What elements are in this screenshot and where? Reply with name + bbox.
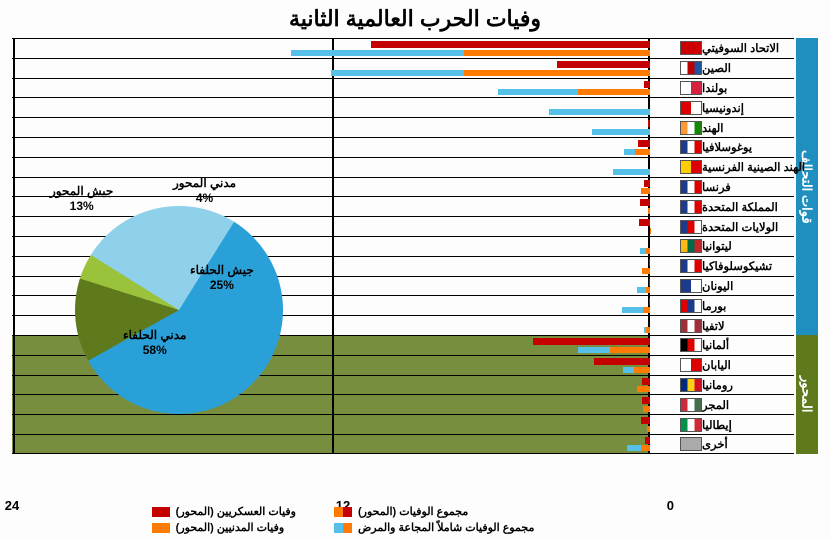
data-row: الاتحاد السوفيتي [12,38,794,58]
row-label: ألمانيا [674,336,794,355]
row-label: إندونيسيا [674,98,794,117]
pie-slice-label: جيش المحور13% [50,184,113,214]
legend-item: وفيات العسكريين (المحور) [152,505,296,518]
row-label: رومانيا [674,376,794,395]
group-label-axis: المحور [796,335,818,454]
pie-slice-label: مدني الحلفاء58% [123,328,186,358]
row-label: تشيكوسلوفاكيا [674,257,794,276]
row-label: المجر [674,395,794,414]
row-label: اليونان [674,277,794,296]
legend-item: مجموع الوفيات شاملاً المجاعة والمرض [334,521,534,534]
row-label: بولندا [674,79,794,98]
row-label: فرنسا [674,178,794,197]
row-label: إيطاليا [674,415,794,434]
legend-item: مجموع الوفيات (المحور) [334,505,534,518]
legend: وفيات العسكريين (المحور) وفيات المدنيين (… [12,505,674,534]
chart-title: وفيات الحرب العالمية الثانية [0,0,830,34]
data-row: يوغوسلافيا [12,137,794,157]
row-label: الصين [674,59,794,78]
row-label: بورما [674,296,794,315]
data-row: الهند [12,117,794,137]
pie-slice-label: جيش الحلفاء25% [190,263,254,293]
legend-item: وفيات المدنيين (المحور) [152,521,296,534]
group-label-allies: قوات التحالف [796,38,818,335]
row-label: الهند [674,118,794,137]
row-label: اليابان [674,356,794,375]
pie-chart: جيش الحلفاء25%مدني الحلفاء58%جيش المحور1… [55,178,305,428]
data-row: الصين [12,58,794,78]
pie-slice-label: مدني المحور4% [173,176,236,206]
data-row: أخرى [12,434,794,454]
data-row: إندونيسيا [12,97,794,117]
row-label: الاتحاد السوفيتي [674,39,794,58]
row-label: يوغوسلافيا [674,138,794,157]
row-label: ليتوانيا [674,237,794,256]
row-label: الهند الصينية الفرنسية [674,158,794,177]
data-row: الهند الصينية الفرنسية [12,157,794,177]
row-label: أخرى [674,435,794,453]
row-label: المملكة المتحدة [674,197,794,216]
row-label: الولايات المتحدة [674,217,794,236]
row-label: لاتفيا [674,316,794,335]
data-row: بولندا [12,78,794,98]
